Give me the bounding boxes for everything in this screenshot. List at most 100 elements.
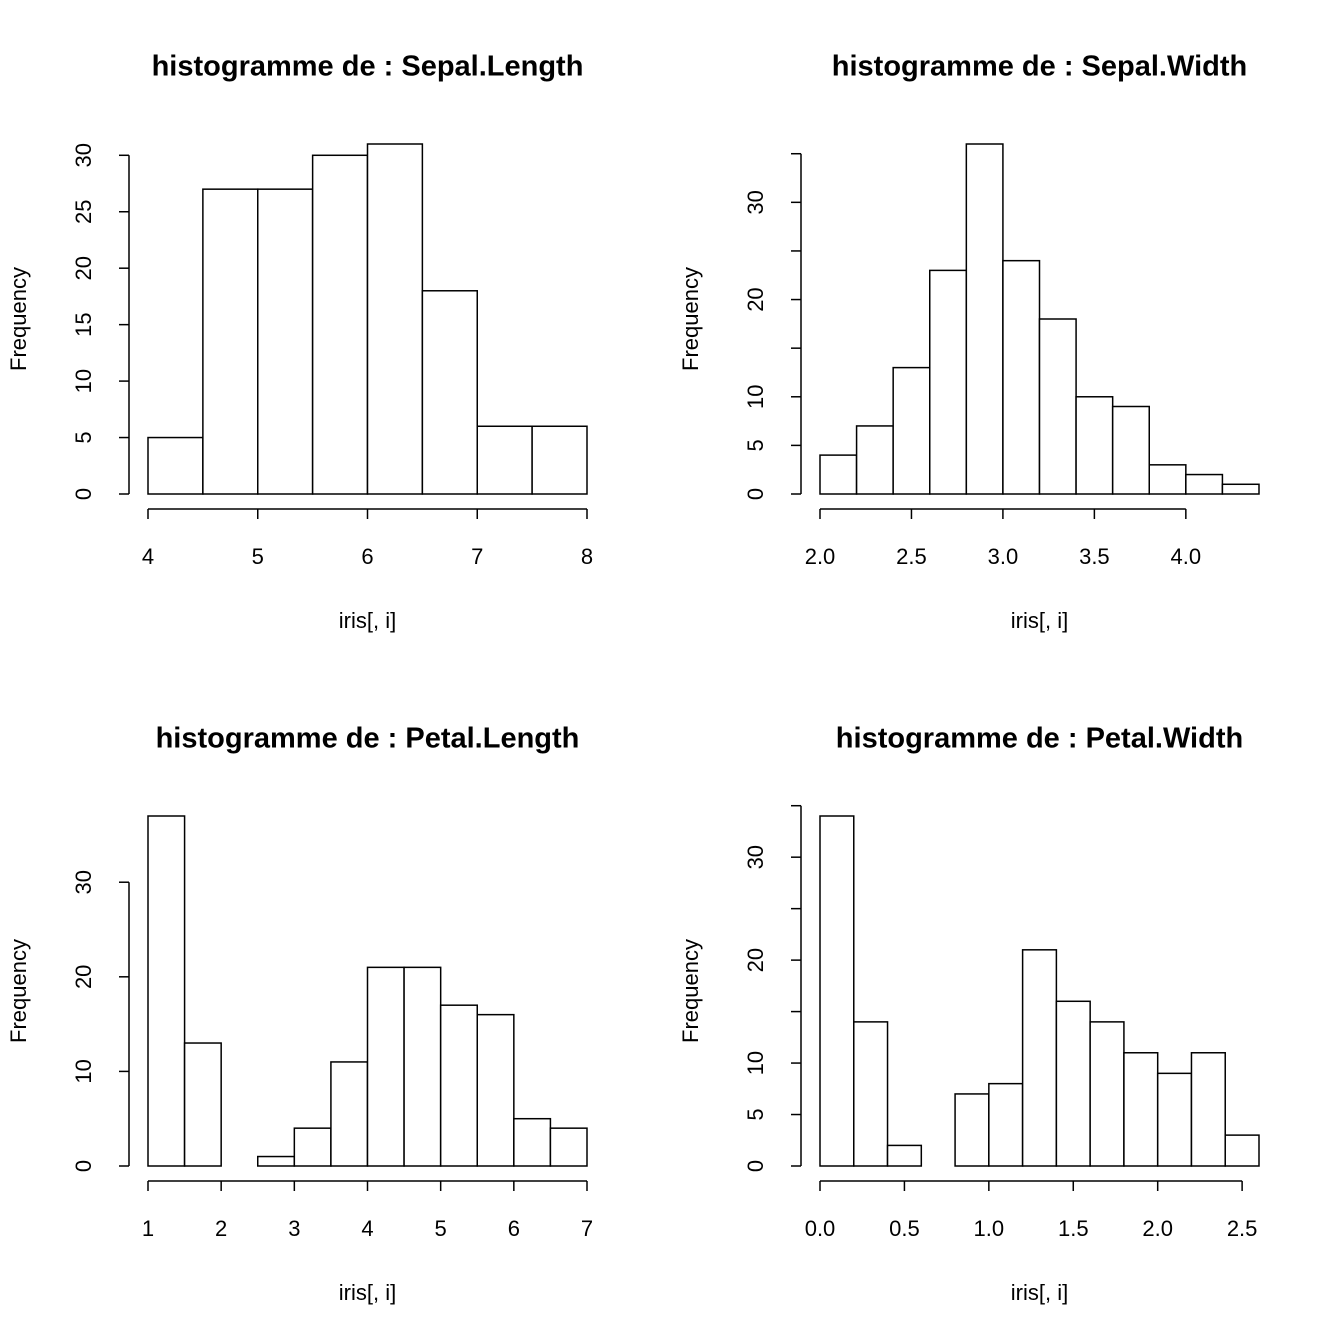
- y-tick-label: 5: [743, 439, 768, 451]
- x-tick-label: 2: [215, 1216, 227, 1241]
- bar: [183, 1042, 222, 1167]
- y-tick-label: 5: [71, 431, 96, 443]
- y-tick-label: 0: [743, 488, 768, 500]
- x-tick-label: 1.0: [974, 1216, 1005, 1241]
- bar: [1089, 1021, 1125, 1167]
- x-tick-label: 3.0: [988, 544, 1019, 569]
- y-tick-label: 30: [71, 870, 96, 894]
- panel: histogramme de : Sepal.Length iris[, i] Fr…: [6, 51, 593, 633]
- bar: [892, 366, 931, 495]
- bar: [1055, 1000, 1091, 1167]
- x-tick-label: 0.5: [889, 1216, 920, 1241]
- y-axis-label: Frequency: [6, 267, 31, 371]
- x-tick-label: 5: [252, 544, 264, 569]
- bar: [1190, 1052, 1226, 1167]
- bar: [147, 436, 204, 495]
- y-tick-label: 5: [743, 1108, 768, 1120]
- bar: [1156, 1072, 1193, 1167]
- bar: [1185, 473, 1224, 495]
- bar: [257, 188, 314, 495]
- x-tick-label: 6: [508, 1216, 520, 1241]
- bar: [1123, 1052, 1159, 1167]
- bar: [403, 966, 442, 1167]
- y-tick-label: 20: [71, 256, 96, 280]
- bar: [366, 143, 424, 495]
- bar: [1075, 396, 1114, 495]
- bar: [549, 1127, 588, 1167]
- y-axis-label: Frequency: [678, 939, 703, 1043]
- x-tick-label: 8: [581, 544, 593, 569]
- y-tick-label: 0: [743, 1160, 768, 1172]
- bar: [988, 1082, 1024, 1167]
- y-axis-label: Frequency: [678, 267, 703, 371]
- bar: [853, 1021, 889, 1167]
- bar: [366, 966, 405, 1167]
- bar: [513, 1117, 552, 1167]
- x-tick-label: 7: [581, 1216, 593, 1241]
- x-tick-label: 2.0: [1142, 1216, 1173, 1241]
- y-tick-label: 20: [71, 965, 96, 989]
- bar: [257, 1155, 296, 1167]
- y-tick-label: 20: [743, 287, 768, 311]
- x-tick-label: 5: [435, 1216, 447, 1241]
- bar: [886, 1144, 923, 1167]
- bar: [819, 454, 858, 495]
- x-tick-label: 4.0: [1171, 544, 1202, 569]
- bar: [1038, 318, 1077, 495]
- bar: [311, 154, 369, 495]
- x-tick-label: 2.0: [805, 544, 836, 569]
- x-tick-label: 1.5: [1058, 1216, 1089, 1241]
- panel: histogramme de : Petal.Width iris[, i] Fre…: [678, 723, 1260, 1305]
- x-axis-label: iris[, i]: [339, 1280, 396, 1305]
- y-tick-label: 0: [71, 1160, 96, 1172]
- x-tick-label: 2.5: [1227, 1216, 1258, 1241]
- y-tick-label: 10: [71, 369, 96, 393]
- y-tick-label: 10: [71, 1059, 96, 1083]
- bar: [1002, 259, 1041, 495]
- bar: [476, 1013, 515, 1167]
- bar: [1221, 483, 1260, 495]
- bar: [439, 1004, 478, 1167]
- x-tick-label: 7: [471, 544, 483, 569]
- x-tick-label: 4: [361, 1216, 373, 1241]
- y-tick-label: 30: [743, 190, 768, 214]
- y-tick-label: 30: [71, 143, 96, 167]
- y-tick-label: 15: [71, 312, 96, 336]
- x-tick-label: 4: [142, 544, 154, 569]
- panel: histogramme de : Sepal.Width iris[, i] Fre…: [678, 51, 1260, 633]
- x-tick-label: 2.5: [896, 544, 927, 569]
- y-tick-label: 30: [743, 845, 768, 869]
- x-tick-label: 1: [142, 1216, 154, 1241]
- panel: histogramme de : Petal.Length iris[, i] Fr…: [6, 723, 593, 1305]
- y-tick-label: 10: [743, 1051, 768, 1075]
- x-axis-label: iris[, i]: [339, 608, 396, 633]
- chart-title: histogramme de : Petal.Length: [156, 723, 580, 755]
- chart-title: histogramme de : Sepal.Length: [152, 51, 584, 83]
- bar: [1224, 1134, 1260, 1167]
- x-tick-label: 3: [288, 1216, 300, 1241]
- x-tick-label: 6: [361, 544, 373, 569]
- bar: [476, 425, 533, 495]
- y-axis-label: Frequency: [6, 939, 31, 1043]
- x-axis-label: iris[, i]: [1011, 608, 1068, 633]
- bar: [1111, 405, 1150, 495]
- bar: [421, 290, 478, 495]
- bar: [293, 1127, 332, 1167]
- x-tick-label: 3.5: [1079, 544, 1110, 569]
- bar: [202, 188, 259, 495]
- bar: [954, 1093, 990, 1167]
- bar: [1148, 464, 1187, 495]
- y-tick-label: 25: [71, 199, 96, 223]
- bar: [1021, 949, 1058, 1167]
- bar: [330, 1061, 369, 1167]
- bar: [965, 143, 1004, 495]
- x-tick-label: 0.0: [805, 1216, 836, 1241]
- chart-title: histogramme de : Petal.Width: [836, 723, 1243, 755]
- chart-title: histogramme de : Sepal.Width: [832, 51, 1247, 83]
- x-axis-label: iris[, i]: [1011, 1280, 1068, 1305]
- bar: [147, 815, 186, 1167]
- bar: [929, 269, 968, 495]
- y-tick-label: 20: [743, 948, 768, 972]
- bar: [819, 815, 855, 1167]
